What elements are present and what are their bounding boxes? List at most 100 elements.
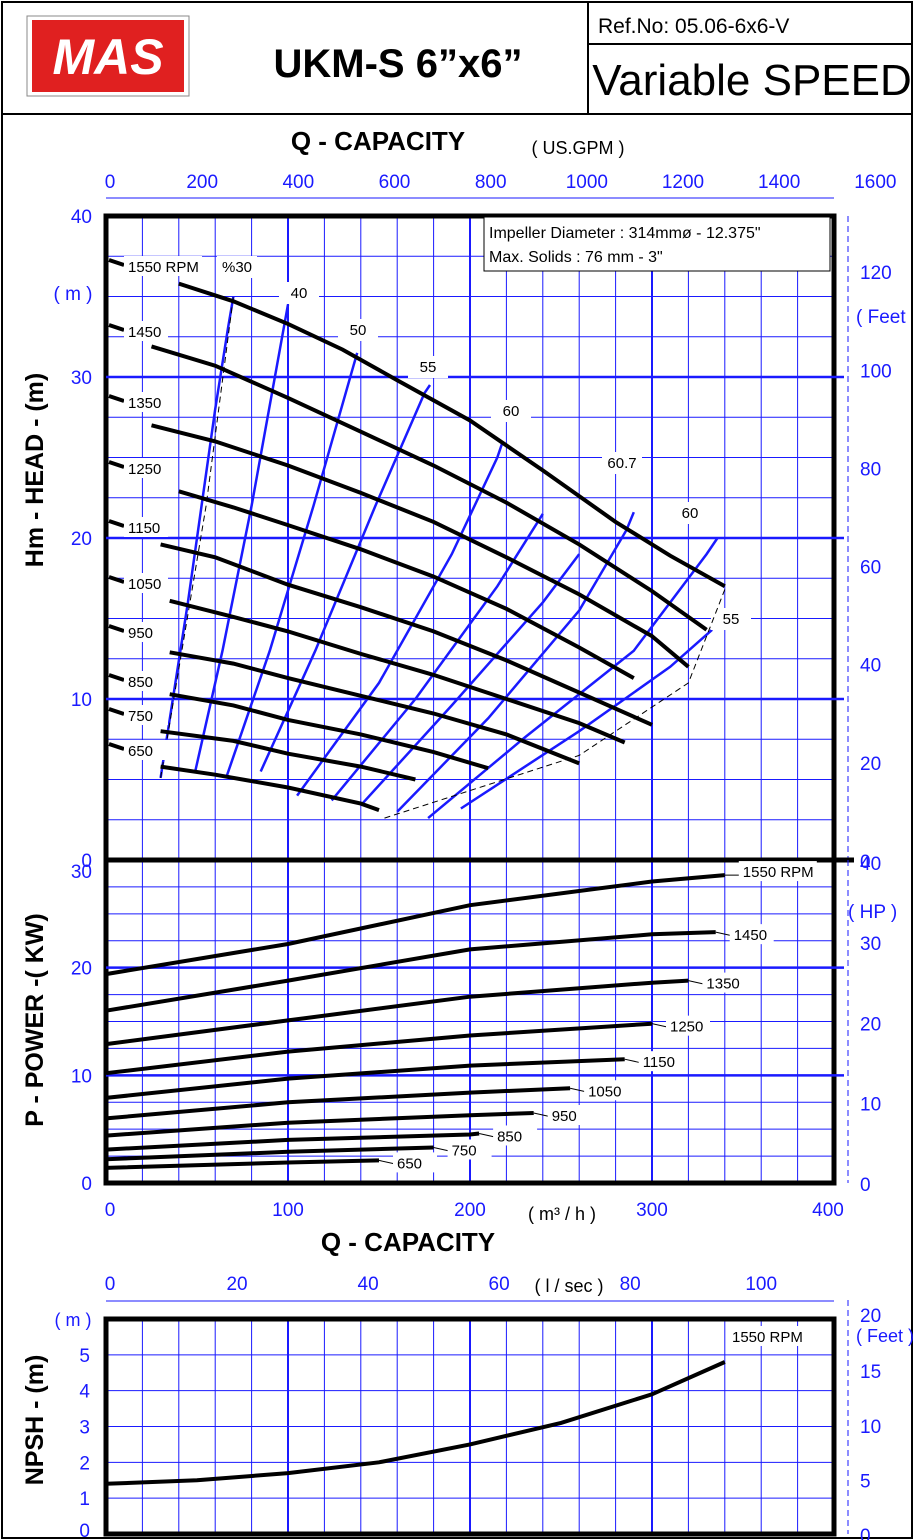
power-curve [105,1131,480,1152]
power-label: 750 [452,1142,477,1159]
right-tick-label: 120 [860,263,892,284]
efficiency-label-bg [217,256,257,278]
x-tick-label: 0 [105,1200,116,1221]
head-curve [169,692,489,771]
x-axis-unit: ( m³ / h ) [528,1204,596,1224]
rpm-label-bg [124,573,168,593]
y-tick-label: 1 [79,1489,90,1510]
header: MAS UKM-S 6”x6” Ref.No: 05.06-6x6-V Vari… [2,2,912,115]
rpm-label-bg [124,256,202,276]
efficiency-curve [396,511,635,813]
x-tick-label: 100 [272,1200,304,1221]
rpm-label: 1250 [128,461,161,478]
power-label-bg [638,1051,683,1072]
top-tick-label: 1200 [662,172,704,193]
power-curve [105,1111,534,1138]
ref-number: Ref.No: 05.06-6x6-V [598,15,789,38]
y-axis-title: P - POWER -( KW) [21,913,49,1126]
power-label-bg [393,1152,437,1173]
efficiency-curve [296,440,504,797]
top-axis-unit: ( US.GPM ) [532,138,625,158]
right-tick-label: 20 [860,754,881,775]
max-flow-envelope [384,589,726,819]
head-curve [160,542,653,727]
y-tick-label: 5 [79,1346,90,1367]
power-label: 1550 RPM [743,864,814,881]
rpm-label: 750 [128,708,153,725]
power-label: 1350 [706,976,739,993]
rpm-label-bg [124,671,168,691]
top-axis-title: Q - CAPACITY [291,126,465,156]
rpm-label-bg [124,705,168,725]
right-axis-unit: ( HP ) [848,902,897,923]
efficiency-label-bg [711,608,751,630]
top-tick-label: 100 [745,1274,777,1295]
efficiency-curve [193,304,290,772]
top-tick-label: 60 [489,1274,510,1295]
y-tick-label: 3 [79,1418,90,1439]
rpm-label: 650 [128,743,153,760]
power-label: 850 [497,1128,522,1145]
y-tick-label: 30 [71,862,92,883]
right-tick-label: 100 [860,361,892,382]
model-title: UKM-S 6”x6” [274,42,523,86]
top-axis-unit: ( l / sec ) [534,1276,603,1296]
y-tick-label: 10 [71,1066,92,1087]
right-tick-label: 40 [860,656,881,677]
rpm-tick [108,575,125,584]
efficiency-label: 40 [291,285,308,302]
efficiency-label: %30 [222,259,252,276]
right-tick-label: 10 [860,1417,881,1438]
rpm-tick [108,707,125,716]
top-tick-label: 0 [105,1274,116,1295]
power-curve [105,1158,380,1170]
power-label: 650 [397,1155,422,1172]
head-curve [160,729,416,782]
rpm-label-bg [124,740,168,760]
power-label: 1050 [588,1083,621,1100]
top-tick-label: 1600 [854,172,896,193]
head-curve [151,423,690,669]
efficiency-curve [359,553,581,807]
right-tick-label: 30 [860,934,881,955]
y-tick-label: 20 [71,529,92,550]
rpm-label: 1350 [128,395,161,412]
efficiency-curve [460,628,713,810]
right-tick-label: 20 [860,1014,881,1035]
efficiency-label: 60 [682,505,699,522]
right-tick-label: 10 [860,1095,881,1116]
efficiency-label: 55 [723,611,740,628]
head-curve [169,598,626,745]
head-curve [150,344,708,632]
y-tick-label: 10 [71,690,92,711]
top-tick-label: 800 [475,172,507,193]
efficiency-curve [259,384,432,773]
top-tick-label: 0 [105,172,116,193]
efficiency-label: 50 [350,322,367,339]
power-label-bg [493,1125,538,1146]
y-tick-label: 0 [79,1521,90,1540]
speed-mode: Variable SPEED [592,56,912,105]
power-label-bg [729,924,774,945]
npsh-curve [105,1360,726,1486]
right-axis-unit: ( Feet [856,307,906,328]
rpm-label: 950 [128,625,153,642]
efficiency-curve [159,296,235,779]
rpm-label: 1450 [128,324,161,341]
top-tick-label: 200 [186,172,218,193]
power-label: 1150 [643,1054,675,1071]
rpm-label-bg [124,458,168,478]
y-tick-label: 2 [79,1453,90,1474]
right-tick-label: 0 [860,1526,871,1540]
y-tick-label: 40 [71,207,92,228]
top-tick-label: 1000 [566,172,608,193]
rpm-label-bg [124,622,168,642]
npsh-label: 1550 RPM [732,1329,803,1346]
rpm-label-bg [124,517,168,537]
rpm-tick [108,394,125,403]
x-tick-label: 200 [454,1200,486,1221]
rpm-tick [108,673,125,682]
power-label: 1450 [734,927,767,944]
